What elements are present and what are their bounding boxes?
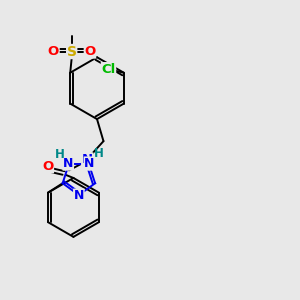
Text: Cl: Cl [101, 63, 116, 76]
Text: S: S [67, 44, 77, 58]
Text: N: N [82, 153, 93, 166]
Text: N: N [74, 189, 84, 202]
Text: O: O [48, 45, 59, 58]
Text: H: H [55, 148, 64, 161]
Text: N: N [84, 157, 95, 170]
Text: H: H [94, 147, 103, 160]
Text: N: N [63, 157, 74, 170]
Text: O: O [42, 160, 53, 173]
Text: O: O [84, 45, 96, 58]
